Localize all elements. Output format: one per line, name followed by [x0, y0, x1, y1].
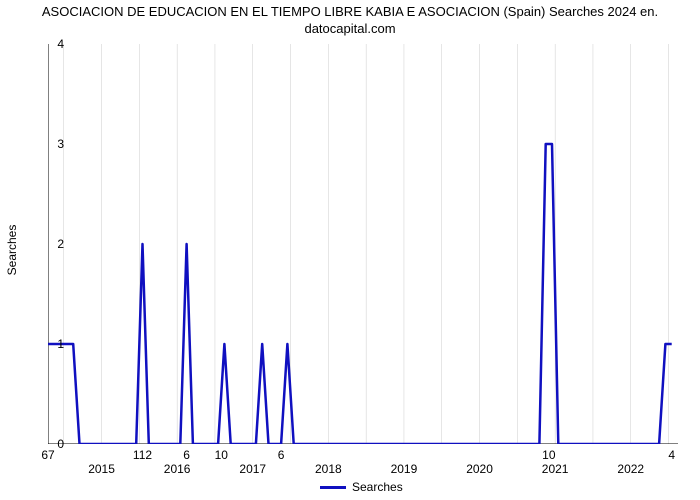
y-tick-label: 1 [57, 337, 64, 351]
x-tick-label: 2017 [239, 462, 266, 476]
y-tick-label: 0 [57, 437, 64, 451]
chart-title: ASOCIACION DE EDUCACION EN EL TIEMPO LIB… [0, 0, 700, 38]
x-tick-label: 2022 [617, 462, 644, 476]
x-secondary-annotation: 67 [41, 448, 54, 462]
y-axis-label: Searches [5, 225, 19, 276]
x-tick-label: 2019 [391, 462, 418, 476]
y-tick-label: 3 [57, 137, 64, 151]
legend-swatch [320, 486, 346, 489]
x-tick-label: 2020 [466, 462, 493, 476]
x-tick-label: 2015 [88, 462, 115, 476]
x-secondary-annotation: 6 [278, 448, 285, 462]
y-tick-label: 4 [57, 37, 64, 51]
chart-svg [48, 44, 678, 444]
x-tick-label: 2021 [542, 462, 569, 476]
x-secondary-annotation: 6 [183, 448, 190, 462]
legend: Searches [320, 480, 403, 494]
x-secondary-annotation: 112 [133, 448, 152, 462]
chart-plot-area [48, 44, 678, 444]
legend-label: Searches [352, 480, 403, 494]
x-secondary-annotation: 4 [668, 448, 675, 462]
x-secondary-annotation: 10 [215, 448, 228, 462]
x-secondary-annotation: 10 [542, 448, 555, 462]
x-tick-label: 2016 [164, 462, 191, 476]
x-tick-label: 2018 [315, 462, 342, 476]
y-tick-label: 2 [57, 237, 64, 251]
